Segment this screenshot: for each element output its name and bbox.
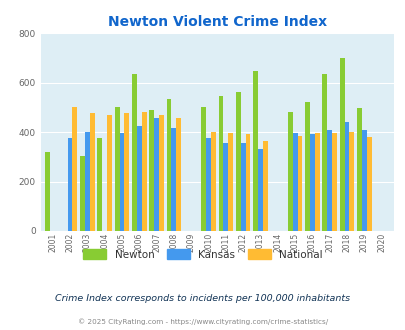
Bar [132,74,136,231]
Bar [366,137,371,231]
Bar [361,130,366,231]
Bar [339,58,344,231]
Bar [305,102,309,231]
Bar [349,132,354,231]
Bar [107,115,112,231]
Bar [292,133,297,231]
Bar [309,135,314,231]
Bar [45,152,50,231]
Bar [136,126,141,231]
Bar [314,133,319,231]
Title: Newton Violent Crime Index: Newton Violent Crime Index [107,15,326,29]
Bar [115,107,119,231]
Bar [201,107,206,231]
Bar [90,114,94,231]
Bar [72,107,77,231]
Bar [253,71,258,231]
Bar [223,143,228,231]
Bar [245,135,250,231]
Bar [124,114,129,231]
Bar [326,130,331,231]
Bar [322,74,326,231]
Bar [258,149,262,231]
Legend: Newton, Kansas, National: Newton, Kansas, National [79,245,326,264]
Bar [141,112,146,231]
Text: Crime Index corresponds to incidents per 100,000 inhabitants: Crime Index corresponds to incidents per… [55,294,350,303]
Bar [344,122,349,231]
Bar [171,128,176,231]
Bar [331,133,336,231]
Bar [218,96,223,231]
Bar [228,133,232,231]
Bar [206,138,211,231]
Bar [68,138,72,231]
Bar [166,99,171,231]
Bar [159,115,164,231]
Bar [211,132,215,231]
Bar [287,112,292,231]
Bar [80,155,85,231]
Bar [119,133,124,231]
Bar [154,118,159,231]
Text: © 2025 CityRating.com - https://www.cityrating.com/crime-statistics/: © 2025 CityRating.com - https://www.city… [78,318,327,325]
Bar [240,143,245,231]
Bar [235,92,240,231]
Bar [149,110,154,231]
Bar [356,109,361,231]
Bar [85,132,90,231]
Bar [176,118,181,231]
Bar [262,141,267,231]
Bar [97,138,102,231]
Bar [297,136,302,231]
